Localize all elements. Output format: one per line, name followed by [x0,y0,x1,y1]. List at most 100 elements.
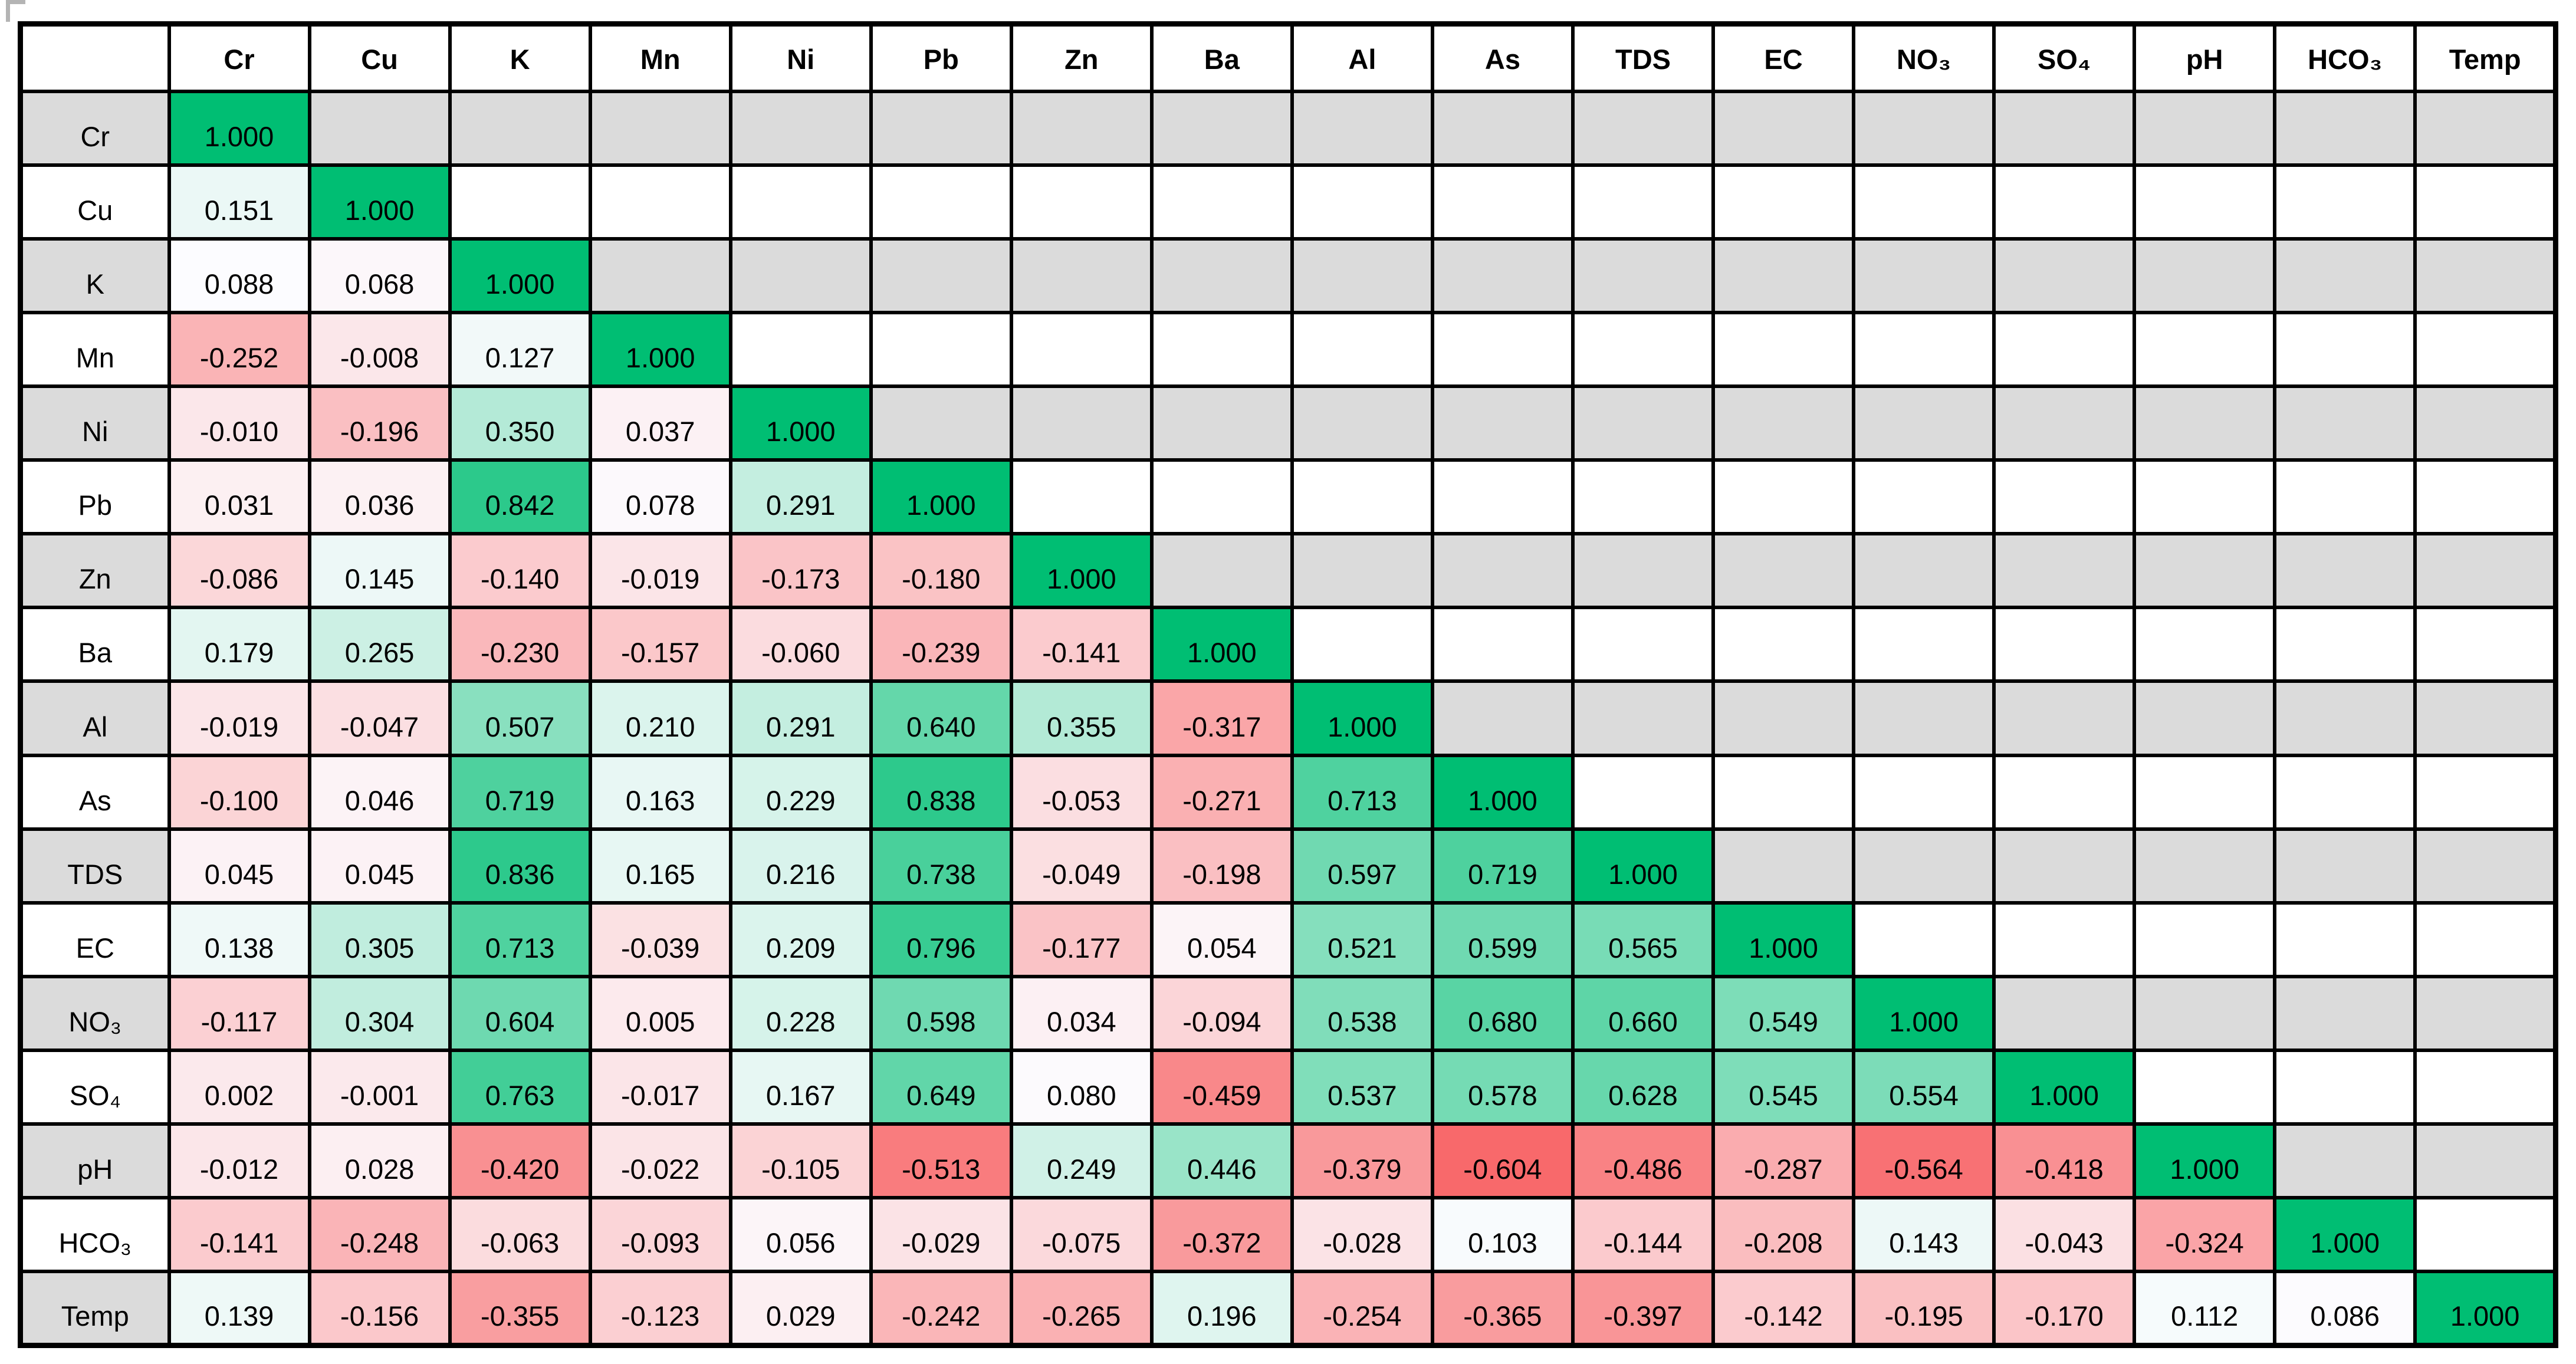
matrix-cell: -0.100 [167,753,311,831]
empty-cell [1570,384,1716,462]
matrix-cell: -0.156 [307,1270,452,1347]
matrix-cell: -0.049 [1009,827,1154,905]
empty-cell [2273,458,2417,536]
empty-cell [2273,310,2417,389]
empty-cell [1570,606,1716,683]
row-label: Pb [18,458,171,536]
empty-cell [1290,163,1434,241]
matrix-cell: 0.209 [728,900,873,978]
empty-cell [1992,384,2137,462]
matrix-cell: 0.719 [1430,827,1575,905]
empty-cell [588,236,732,314]
empty-cell [2413,384,2558,462]
empty-cell [869,163,1013,241]
matrix-cell: 0.163 [588,753,732,831]
empty-cell [2273,679,2417,757]
matrix-cell: -0.254 [1290,1270,1434,1347]
empty-cell [728,236,873,314]
empty-cell [1149,458,1294,536]
matrix-cell: -0.265 [1009,1270,1154,1347]
matrix-cell: -0.142 [1711,1270,1856,1347]
empty-cell [2273,89,2417,167]
empty-cell [1009,163,1154,241]
matrix-cell: -0.029 [869,1196,1013,1274]
matrix-cell: -0.094 [1149,974,1294,1053]
column-header: Cr [167,22,311,93]
matrix-cell: -0.195 [1852,1270,1996,1347]
empty-cell [1711,753,1856,831]
empty-cell [2413,89,2558,167]
empty-cell [2133,89,2277,167]
matrix-cell: 0.103 [1430,1196,1575,1274]
matrix-cell: -0.418 [1992,1122,2137,1200]
empty-cell [1570,310,1716,389]
empty-cell [1992,974,2137,1053]
row-label: pH [18,1122,171,1200]
matrix-cell: 1.000 [2133,1122,2277,1200]
matrix-cell: 1.000 [1711,900,1856,978]
empty-cell [869,384,1013,462]
matrix-cell: 0.056 [728,1196,873,1274]
matrix-cell: -0.513 [869,1122,1013,1200]
empty-cell [1430,679,1575,757]
matrix-cell: -0.379 [1290,1122,1434,1200]
column-header: As [1430,22,1575,93]
matrix-cell: 1.000 [1430,753,1575,831]
empty-cell [2273,1049,2417,1126]
table-row: Mn -0.252 -0.008 0.127 1.000 [18,310,2558,389]
matrix-cell: 0.145 [307,532,452,610]
column-header: SO₄ [1992,22,2137,93]
matrix-cell: 0.031 [167,458,311,536]
matrix-cell: -0.117 [167,974,311,1053]
matrix-cell: -0.252 [167,310,311,389]
row-label: TDS [18,827,171,905]
matrix-cell: -0.039 [588,900,732,978]
empty-cell [2413,1122,2558,1200]
empty-cell [2413,827,2558,905]
empty-cell [2413,900,2558,978]
matrix-cell: -0.170 [1992,1270,2137,1347]
matrix-cell: -0.372 [1149,1196,1294,1274]
matrix-cell: -0.177 [1009,900,1154,978]
row-label: HCO₃ [18,1196,171,1274]
matrix-cell: 0.029 [728,1270,873,1347]
matrix-cell: -0.242 [869,1270,1013,1347]
empty-cell [1149,310,1294,389]
corner-cell [18,22,171,93]
matrix-cell: 0.080 [1009,1049,1154,1126]
matrix-cell: 0.649 [869,1049,1013,1126]
matrix-cell: 0.565 [1570,900,1716,978]
empty-cell [1711,89,1856,167]
column-header: Zn [1009,22,1154,93]
empty-cell [1570,163,1716,241]
empty-cell [2133,900,2277,978]
empty-cell [1430,310,1575,389]
row-label: Cu [18,163,171,241]
table-row: NO₃ -0.117 0.304 0.604 0.005 0.228 0.598 0.034-… [18,974,2558,1053]
matrix-cell: -0.086 [167,532,311,610]
matrix-cell: 0.713 [1290,753,1434,831]
empty-cell [1852,310,1996,389]
table-row: Zn -0.086 0.145 -0.140 -0.019 -0.173 -0.180 1.0… [18,532,2558,610]
matrix-cell: 1.000 [1852,974,1996,1053]
empty-cell [1290,532,1434,610]
empty-cell [2413,1049,2558,1126]
column-header: Temp [2413,22,2558,93]
matrix-cell: -0.287 [1711,1122,1856,1200]
matrix-cell: 0.046 [307,753,452,831]
empty-cell [1430,236,1575,314]
empty-cell [1852,753,1996,831]
row-label: Zn [18,532,171,610]
matrix-cell: -0.604 [1430,1122,1575,1200]
empty-cell [1852,606,1996,683]
empty-cell [1711,679,1856,757]
column-header: Cu [307,22,452,93]
empty-cell [2273,236,2417,314]
matrix-cell: 0.628 [1570,1049,1716,1126]
cursor-artifact [6,0,25,22]
empty-cell [1711,458,1856,536]
column-header: pH [2133,22,2277,93]
empty-cell [2413,310,2558,389]
empty-cell [1852,900,1996,978]
empty-cell [2133,679,2277,757]
